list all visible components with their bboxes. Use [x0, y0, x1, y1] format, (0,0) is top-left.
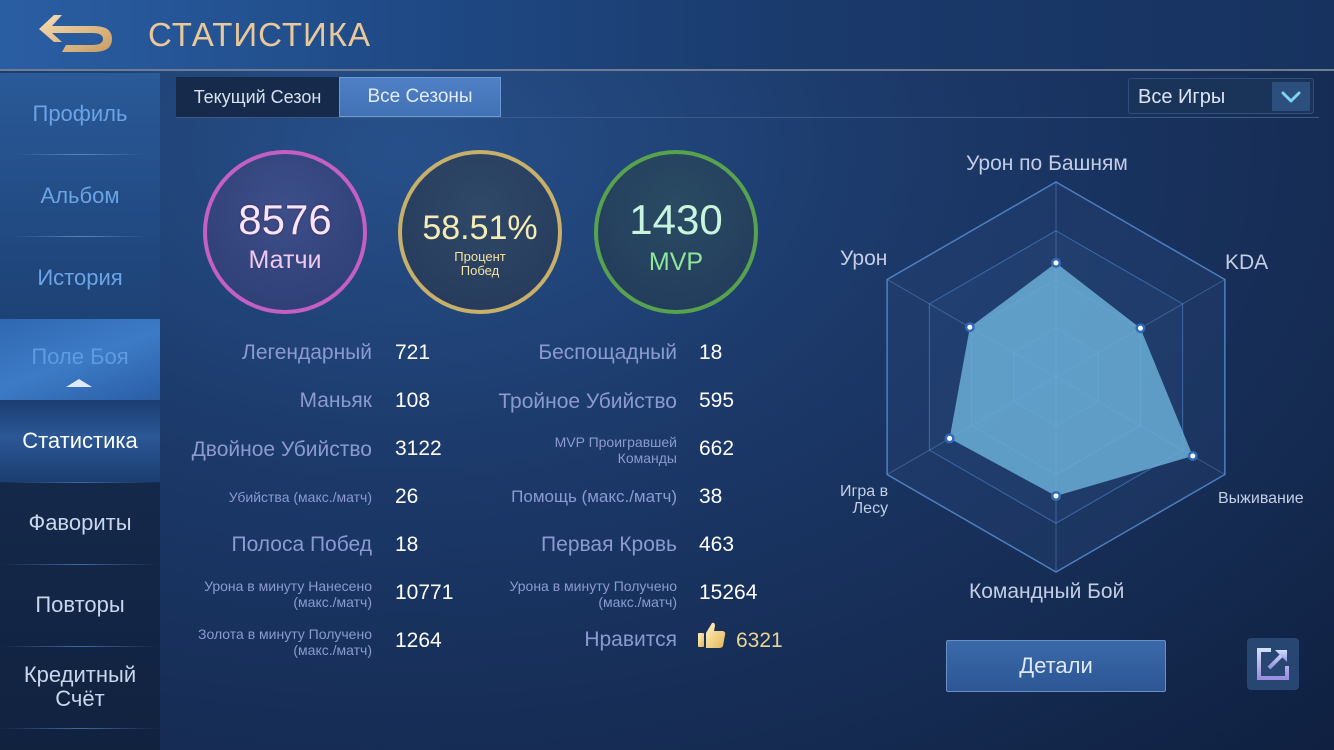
radar-label-kda: KDA	[1225, 251, 1269, 274]
stat-label-max-kills: Убийства (макс./матч)	[228, 489, 372, 505]
sidebar-item-profile[interactable]: Профиль	[0, 73, 160, 155]
label-line1: Золота в минуту Получено	[198, 626, 372, 642]
external-share-icon	[1257, 648, 1289, 680]
label-line1: MVP Проигравшей	[554, 434, 677, 450]
tab-all-seasons[interactable]: Все Сезоны	[339, 77, 501, 117]
win-rate-label-line1: Процент	[454, 249, 506, 264]
sidebar-item-credit-score[interactable]: Кредитный Счёт	[0, 646, 160, 728]
sidebar-item-label: Фавориты	[28, 510, 132, 535]
radar-svg	[886, 181, 1226, 573]
radar-chart: Урон по Башням KDA Выживание Командный Б…	[820, 140, 1320, 620]
win-rate-circle: 58.51% Процент Побед	[398, 150, 562, 314]
tab-current-season[interactable]: Текущий Сезон	[176, 77, 339, 117]
back-arrow-icon	[39, 15, 112, 52]
stat-value-maniac: 108	[395, 389, 431, 412]
matches-circle: 8576 Матчи	[203, 150, 367, 314]
stat-label-maniac: Маньяк	[299, 389, 372, 412]
season-tabs: Текущий Сезон Все Сезоны	[176, 77, 501, 117]
radar-label-jungle: Игра в Лесу	[840, 483, 888, 517]
stat-label-legendary: Легендарный	[242, 341, 372, 364]
back-button[interactable]	[34, 12, 116, 56]
chevron-down-icon[interactable]	[1272, 82, 1310, 111]
stat-value-win-streak: 18	[395, 533, 419, 556]
stat-label-double-kill: Двойное Убийство	[191, 438, 372, 461]
sidebar-item-album[interactable]: Альбом	[0, 155, 160, 237]
tab-label: Текущий Сезон	[193, 86, 322, 107]
stat-label-max-assists: Помощь (макс./матч)	[511, 487, 677, 506]
stat-label-win-streak: Полоса Побед	[231, 533, 372, 556]
label-line2: (макс./матч)	[598, 594, 677, 610]
label-line2: (макс./матч)	[293, 594, 372, 610]
share-button[interactable]	[1247, 638, 1299, 690]
sidebar-item-label: Кредитный Счёт	[23, 662, 137, 711]
label-line2: (макс./матч)	[293, 642, 372, 658]
stat-label-gold-per-min: Золота в минуту Получено (макс./матч)	[198, 626, 372, 658]
label-line2: Лесу	[852, 500, 889, 517]
stat-value-savage: 18	[699, 341, 723, 364]
page-title: СТАТИСТИКА	[148, 16, 371, 53]
stat-value-max-kills: 26	[395, 485, 419, 508]
win-rate-value: 58.51%	[422, 209, 538, 247]
sidebar-item-statistics[interactable]: Статистика	[0, 400, 160, 482]
sidebar-item-replays[interactable]: Повторы	[0, 564, 160, 646]
stat-value-triple-kill: 595	[699, 389, 735, 412]
stat-value-losing-mvp: 662	[699, 437, 735, 460]
sidebar-item-label: Альбом	[40, 183, 120, 208]
stat-value-damage-dealt-per-min: 10771	[395, 581, 454, 604]
sidebar-item-history[interactable]: История	[0, 237, 160, 319]
details-button[interactable]: Детали	[946, 640, 1166, 692]
stat-value-first-blood: 463	[699, 533, 735, 556]
label-line1: Урона в минуту Нанесено	[204, 578, 372, 594]
stat-value-double-kill: 3122	[395, 437, 442, 460]
sidebar-item-label: История	[37, 265, 123, 290]
label-line1: Игра в	[840, 483, 889, 500]
matches-label: Матчи	[248, 246, 322, 274]
radar-label-damage: Урон	[840, 247, 888, 270]
stat-label-savage: Беспощадный	[538, 341, 677, 364]
stat-label-first-blood: Первая Кровь	[541, 533, 677, 556]
stat-label-damage-dealt-per-min: Урона в минуту Нанесено (макс./матч)	[204, 578, 372, 610]
stat-value-max-assists: 38	[699, 485, 723, 508]
divider	[0, 728, 160, 729]
mvp-circle: 1430 MVP	[594, 150, 758, 314]
radar-label-teamfight: Командный Бой	[969, 580, 1125, 603]
mvp-count: 1430	[629, 196, 723, 243]
dropdown-value: Все Игры	[1138, 86, 1226, 108]
matches-count: 8576	[238, 196, 332, 243]
divider	[0, 482, 160, 483]
mvp-label: MVP	[648, 248, 704, 276]
stat-label-losing-mvp: MVP Проигравшей Команды	[555, 434, 677, 466]
stat-value-legendary: 721	[395, 341, 431, 364]
win-rate-label-line2: Побед	[460, 263, 500, 278]
stat-value-gold-per-min: 1264	[395, 629, 442, 652]
sidebar-item-favorites[interactable]: Фавориты	[0, 482, 160, 564]
header-bar: СТАТИСТИКА	[0, 0, 1334, 71]
stat-label-likes: Нравится	[584, 628, 677, 651]
label-line2: Команды	[617, 450, 677, 466]
sidebar-item-label: Статистика	[22, 428, 138, 453]
collapse-caret-icon	[66, 379, 92, 387]
stat-value-damage-taken-per-min: 15264	[699, 581, 758, 604]
win-rate-label: Процент Побед	[402, 250, 558, 278]
game-mode-dropdown[interactable]: Все Игры	[1128, 78, 1314, 114]
thumbs-up-icon[interactable]	[697, 620, 727, 650]
sidebar-top-bg	[0, 73, 160, 319]
label-line1: Урона в минуту Получено	[509, 578, 677, 594]
divider	[176, 117, 1319, 118]
tab-label: Все Сезоны	[367, 86, 473, 107]
divider	[14, 154, 146, 155]
stat-label-damage-taken-per-min: Урона в минуту Получено (макс./матч)	[509, 578, 677, 610]
divider	[0, 564, 160, 565]
sidebar-item-label: Профиль	[32, 101, 128, 126]
stat-label-triple-kill: Тройное Убийство	[498, 390, 677, 413]
sidebar-item-label: Поле Боя	[31, 344, 129, 369]
radar-label-survival: Выживание	[1218, 490, 1304, 507]
sidebar-item-label: Повторы	[35, 592, 125, 617]
divider	[0, 646, 160, 647]
divider	[14, 236, 146, 237]
stat-value-likes: 6321	[736, 629, 783, 652]
sidebar: Профиль Альбом История Поле Боя Статисти…	[0, 73, 160, 750]
details-label: Детали	[1019, 653, 1093, 678]
radar-label-tower-damage: Урон по Башням	[966, 152, 1128, 175]
